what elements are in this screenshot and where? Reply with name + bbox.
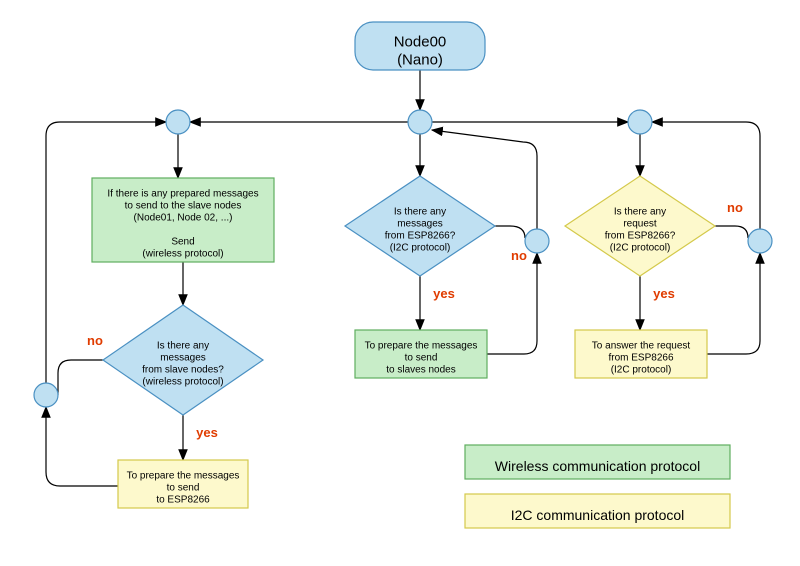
flow-edge xyxy=(707,253,760,354)
flow-edge xyxy=(46,407,118,486)
flow-edge xyxy=(715,226,748,238)
node-start: Node00(Nano) xyxy=(355,22,485,70)
edge-label: yes xyxy=(653,286,675,301)
flowchart-canvas: Node00(Nano) If there is any prepared mes… xyxy=(0,0,800,566)
node-junction_mid_no xyxy=(525,229,549,253)
node-diamond_i2c_req: Is there anyrequestfrom ESP8266?(I2C pro… xyxy=(565,176,715,276)
node-legend_i2c: I2C communication protocol xyxy=(465,494,730,528)
svg-text:Wireless communication protoco: Wireless communication protocol xyxy=(495,458,700,474)
node-box_answer: To answer the requestfrom ESP8266(I2C pr… xyxy=(575,330,707,378)
node-legend_wireless: Wireless communication protocol xyxy=(465,445,730,479)
node-junction_right_no xyxy=(748,229,772,253)
svg-text:I2C communication protocol: I2C communication protocol xyxy=(511,507,685,523)
flow-edge xyxy=(487,253,537,354)
node-box_prep_esp: To prepare the messagesto sendto ESP8266 xyxy=(118,460,248,508)
edge-label: no xyxy=(87,333,103,348)
node-diamond_i2c_msg: Is there anymessagesfrom ESP8266?(I2C pr… xyxy=(345,176,495,276)
edge-label: no xyxy=(511,248,527,263)
svg-text:Is there anymessagesfrom ESP82: Is there anymessagesfrom ESP8266?(I2C pr… xyxy=(385,206,456,253)
flow-edge xyxy=(58,360,103,395)
node-junction_right_top xyxy=(628,110,652,134)
edge-label: yes xyxy=(196,425,218,440)
node-box_send: If there is any prepared messagesto send… xyxy=(92,178,274,262)
node-junction_left_no xyxy=(34,383,58,407)
node-diamond_wireless: Is there anymessagesfrom slave nodes?(wi… xyxy=(103,305,263,415)
node-junction_top xyxy=(408,110,432,134)
svg-text:Node00(Nano): Node00(Nano) xyxy=(394,33,447,68)
edge-label: yes xyxy=(433,286,455,301)
edge-label: no xyxy=(727,200,743,215)
node-box_prep_slaves: To prepare the messagesto sendto slaves … xyxy=(355,330,487,378)
node-junction_left_top xyxy=(166,110,190,134)
svg-text:Is there anyrequestfrom ESP826: Is there anyrequestfrom ESP8266?(I2C pro… xyxy=(605,206,676,253)
flow-edge xyxy=(495,226,525,238)
